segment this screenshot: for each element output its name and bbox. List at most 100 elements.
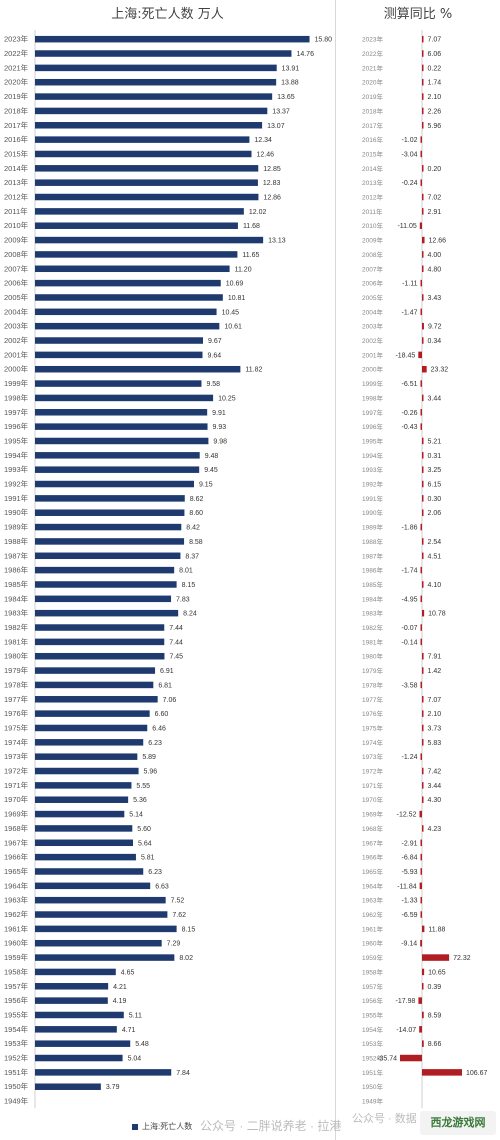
- deaths-category-label: 1965年: [4, 866, 29, 876]
- deaths-value-label: 12.83: [263, 180, 281, 187]
- yoy-category-label: 1972年: [362, 767, 383, 776]
- deaths-value-label: 5.14: [129, 812, 143, 819]
- yoy-value-label: 3.44: [428, 395, 442, 402]
- deaths-value-label: 9.93: [213, 424, 227, 431]
- yoy-bar: [422, 782, 424, 789]
- yoy-bar: [422, 1040, 424, 1047]
- deaths-category-label: 1985年: [4, 579, 29, 589]
- deaths-category-label: 2011年: [4, 206, 28, 216]
- deaths-category-label: 2000年: [4, 364, 29, 374]
- deaths-bar: [35, 279, 221, 287]
- yoy-bar: [420, 423, 422, 430]
- yoy-category-label: 1961年: [362, 924, 383, 933]
- deaths-bar: [35, 868, 144, 875]
- yoy-value-label: 4.30: [428, 797, 442, 804]
- yoy-category-label: 1973年: [362, 752, 383, 761]
- deaths-value-label: 6.23: [148, 740, 162, 747]
- deaths-category-label: 1952年: [4, 1053, 29, 1063]
- yoy-bar: [422, 767, 424, 775]
- yoy-value-label: 3.43: [428, 295, 442, 302]
- deaths-category-label: 1982年: [4, 622, 29, 632]
- deaths-category-label: 2008年: [4, 249, 29, 259]
- yoy-bar: [422, 509, 424, 516]
- deaths-bar: [35, 409, 208, 416]
- yoy-category-label: 1993年: [362, 465, 383, 474]
- deaths-category-label: 1988年: [4, 536, 29, 546]
- deaths-bar: [35, 652, 165, 660]
- deaths-bar: [35, 165, 259, 172]
- yoy-bar: [422, 236, 425, 244]
- deaths-bar: [35, 552, 181, 560]
- deaths-bar: [35, 566, 175, 574]
- yoy-bar: [422, 322, 424, 330]
- yoy-value-label: -12.52: [397, 812, 417, 819]
- deaths-bar: [35, 796, 129, 803]
- deaths-category-label: 1966年: [4, 852, 29, 862]
- deaths-category-label: 2003年: [4, 321, 29, 331]
- yoy-chart-title: 测算同比 %: [383, 7, 453, 22]
- yoy-category-label: 2016年: [362, 135, 383, 144]
- yoy-value-label: 5.21: [428, 438, 442, 445]
- deaths-bar: [35, 997, 108, 1004]
- yoy-value-label: 3.25: [428, 467, 442, 474]
- deaths-bar: [35, 423, 208, 430]
- deaths-bar: [35, 50, 292, 57]
- yoy-value-label: -14.07: [396, 1027, 416, 1034]
- deaths-value-label: 5.55: [136, 783, 150, 790]
- yoy-value-label: 10.78: [428, 611, 446, 618]
- yoy-category-label: 2020年: [362, 78, 383, 87]
- yoy-value-label: 0.30: [428, 496, 442, 503]
- deaths-category-label: 2022年: [4, 48, 29, 58]
- yoy-value-label: -11.84: [397, 883, 416, 890]
- deaths-value-label: 5.48: [135, 1041, 149, 1048]
- yoy-category-label: 1998年: [362, 393, 383, 402]
- yoy-value-label: -1.74: [402, 568, 418, 575]
- yoy-category-label: 2010年: [362, 221, 383, 230]
- deaths-category-label: 1969年: [4, 809, 29, 819]
- yoy-category-label: 1953年: [362, 1039, 383, 1048]
- deaths-bar: [35, 179, 258, 186]
- yoy-bar: [422, 696, 424, 703]
- deaths-category-label: 2018年: [4, 105, 29, 115]
- yoy-bar: [422, 1011, 424, 1019]
- yoy-value-label: -17.98: [396, 998, 416, 1005]
- deaths-bar: [35, 538, 185, 545]
- deaths-category-label: 2013年: [4, 177, 29, 187]
- deaths-category-label: 1996年: [4, 421, 29, 431]
- yoy-bar: [422, 1069, 462, 1076]
- yoy-category-label: 1981年: [362, 637, 383, 646]
- deaths-value-label: 13.13: [268, 238, 286, 245]
- yoy-value-label: 23.32: [431, 367, 449, 374]
- yoy-category-label: 1964年: [362, 881, 383, 890]
- deaths-category-label: 2004年: [4, 306, 29, 316]
- yoy-bar: [422, 437, 424, 445]
- yoy-value-label: -5.93: [402, 869, 418, 876]
- deaths-bar: [35, 193, 259, 201]
- deaths-value-label: 6.81: [158, 682, 172, 689]
- yoy-value-label: 8.66: [428, 1041, 442, 1048]
- deaths-value-label: 6.60: [155, 711, 169, 718]
- yoy-bar: [420, 624, 422, 631]
- yoy-category-label: 2014年: [362, 164, 383, 173]
- yoy-category-label: 1949年: [362, 1097, 383, 1106]
- yoy-value-label: 4.10: [428, 582, 442, 589]
- deaths-bar: [35, 925, 177, 933]
- deaths-bar: [35, 365, 241, 373]
- deaths-category-label: 2006年: [4, 278, 29, 288]
- yoy-value-label: -6.84: [402, 855, 418, 862]
- yoy-category-label: 2021年: [362, 63, 383, 72]
- deaths-value-label: 5.36: [133, 797, 147, 804]
- yoy-value-label: -6.51: [402, 381, 418, 388]
- deaths-value-label: 13.88: [281, 80, 299, 87]
- deaths-bar: [35, 911, 168, 918]
- deaths-category-label: 1978年: [4, 679, 29, 689]
- deaths-bar: [35, 394, 214, 402]
- deaths-bar: [35, 624, 165, 631]
- yoy-bar: [420, 868, 422, 875]
- yoy-value-label: 4.80: [428, 266, 442, 273]
- deaths-bar: [35, 696, 158, 703]
- yoy-bar: [422, 466, 424, 473]
- deaths-value-label: 13.91: [282, 65, 300, 72]
- yoy-value-label: 11.88: [428, 926, 445, 933]
- deaths-value-label: 12.85: [263, 166, 281, 173]
